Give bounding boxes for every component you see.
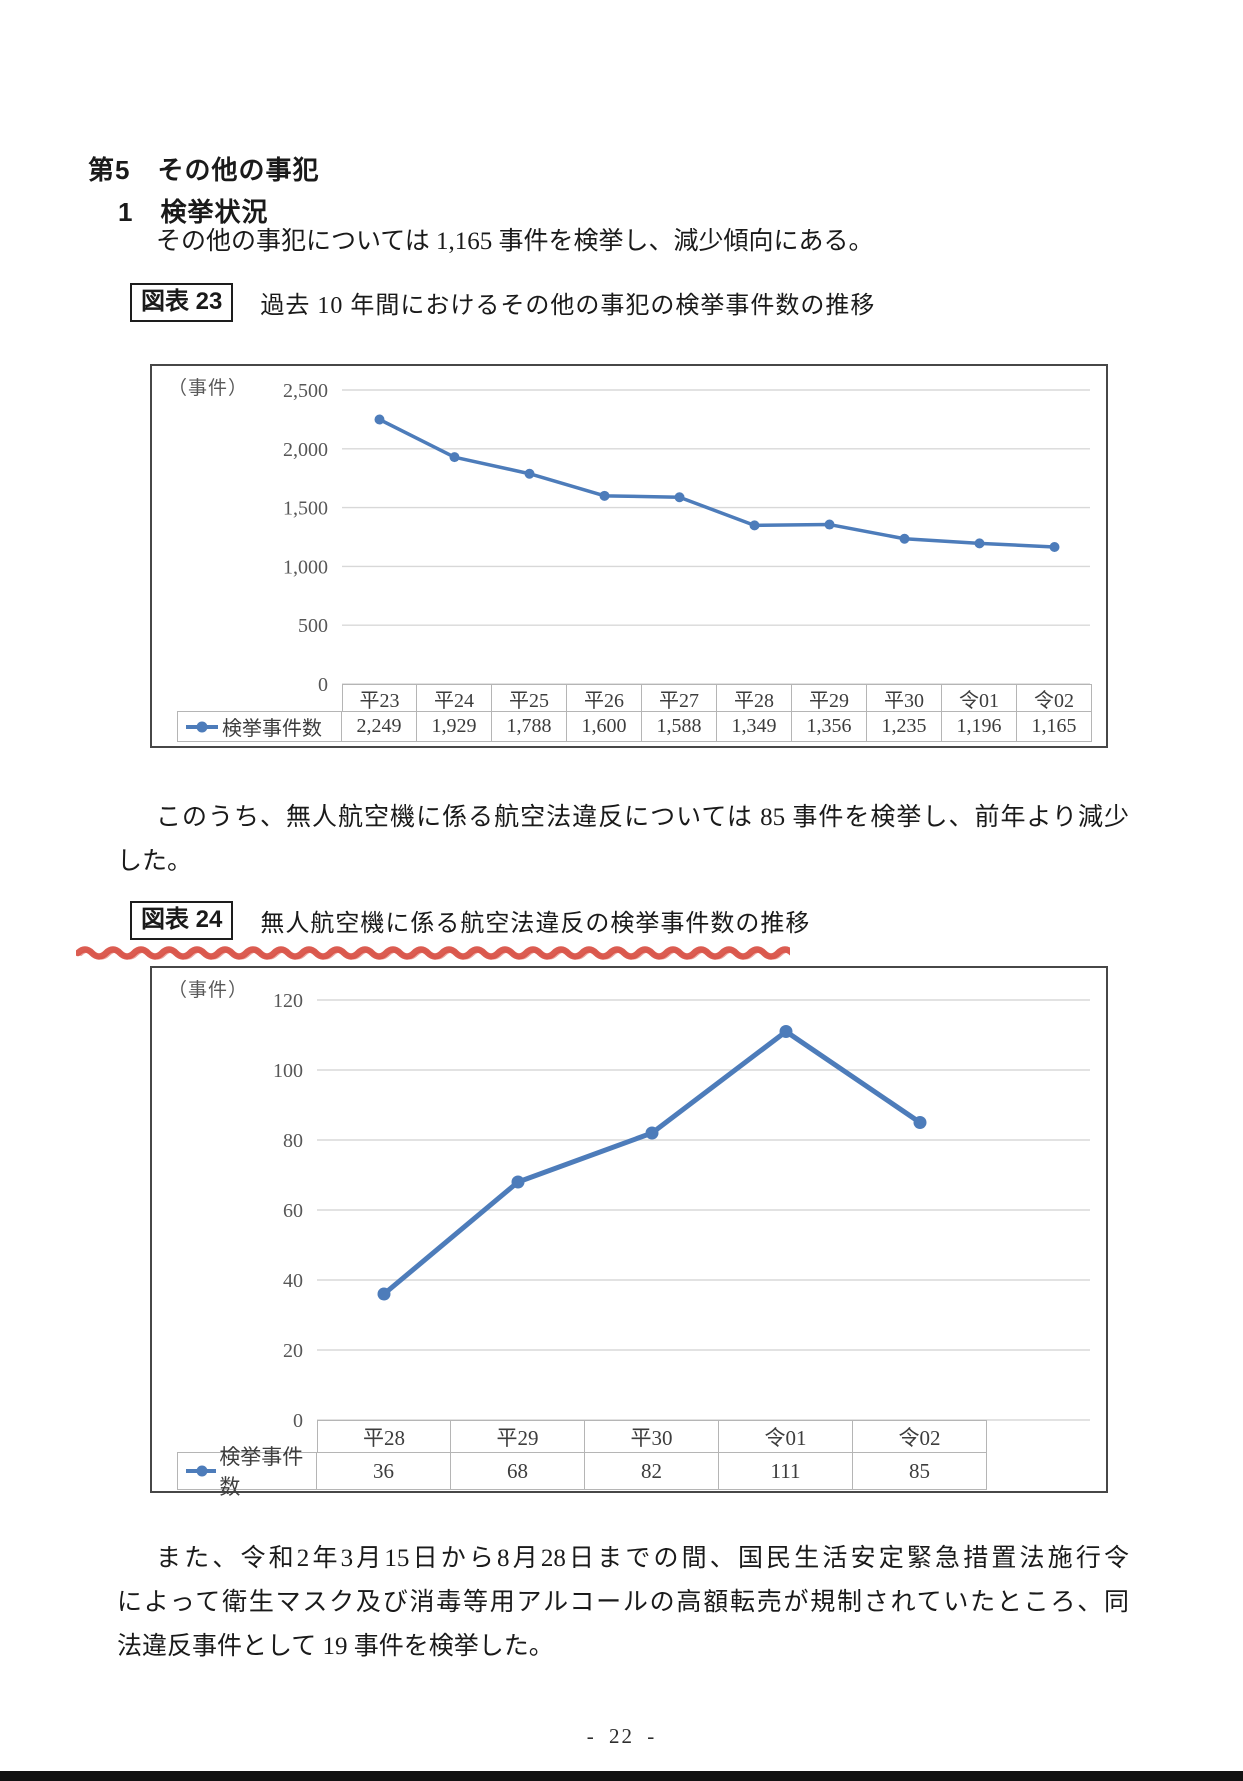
table-value-cell: 1,788 [491, 711, 567, 742]
table-header-cell: 令01 [941, 684, 1017, 712]
section-heading: 第5 その他の事犯 [88, 155, 320, 185]
table-value-cell: 1,196 [941, 711, 1017, 742]
legend-line-marker-icon [186, 721, 218, 732]
table-header-cell: 平29 [450, 1420, 585, 1453]
table-value-cell: 2,249 [341, 711, 417, 742]
table-value-cell: 1,349 [716, 711, 792, 742]
y-tick-label: 500 [298, 615, 328, 637]
paragraph-drone-line2: した。 [117, 848, 193, 875]
figure24-unit-label: （事件） [168, 980, 249, 1001]
figure24-chart: （事件） 0 20 40 60 80 100 120 平28 平29 平30 令01 令02 検挙事件数… [150, 966, 1108, 1499]
table-value-cell: 1,588 [641, 711, 717, 742]
table-header-cell: 平27 [641, 684, 717, 712]
figure23-caption: 図表 23 過去 10 年間におけるその他の事犯の検挙事件数の推移 [130, 283, 875, 322]
chart24-data-table: 平28 平29 平30 令01 令02 検挙事件数 36 68 82 111 85 [152, 1420, 1106, 1499]
data-point [599, 490, 610, 501]
chart23-data-table: 平23 平24 平25 平26 平27 平28 平29 平30 令01 令02 検挙事件数 2,249… [152, 684, 1106, 742]
table-value-cell: 1,235 [866, 711, 942, 742]
legend-line-marker-icon [186, 1465, 217, 1477]
data-point [913, 1116, 927, 1129]
paragraph-mask: また、令和2年3月15日から8月28日までの間、国民生活安定緊急措置法施行令 に… [117, 1537, 1129, 1669]
y-tick-label: 40 [283, 1270, 303, 1292]
data-point [377, 1287, 391, 1301]
y-tick-label: 2,500 [283, 380, 328, 402]
y-tick-label: 1,000 [283, 556, 328, 578]
y-tick-label: 120 [273, 990, 303, 1012]
figure24-label: 図表 24 [130, 901, 234, 940]
data-point [824, 519, 835, 530]
data-line [377, 417, 1057, 549]
table-header-cell: 平28 [716, 684, 792, 712]
data-point [899, 533, 910, 544]
paragraph-drone-line1: このうち、無人航空機に係る航空法違反については 85 事件を検挙し、前年より減少 [156, 804, 1129, 831]
data-point [779, 1025, 793, 1038]
data-point [511, 1175, 525, 1189]
data-point [524, 468, 535, 479]
table-header-cell: 令02 [852, 1420, 987, 1453]
table-value-cell: 1,165 [1016, 711, 1092, 742]
table-value-cell: 36 [316, 1452, 451, 1490]
table-value-cell: 68 [450, 1452, 585, 1490]
red-wavy-underline [76, 944, 790, 960]
table-header-cell: 平26 [566, 684, 642, 712]
figure23-label: 図表 23 [130, 283, 234, 322]
y-tick-label: 80 [283, 1130, 303, 1152]
table-value-cell: 1,600 [566, 711, 642, 742]
legend-cell: 検挙事件数 [177, 711, 342, 742]
red-wave-icon [76, 946, 790, 960]
figure24-title: 無人航空機に係る航空法違反の検挙事件数の推移 [260, 911, 811, 937]
legend-series-name: 検挙事件数 [222, 718, 322, 740]
table-header-cell: 平23 [342, 684, 417, 712]
legend-spacer [152, 1452, 177, 1490]
figure23-title: 過去 10 年間におけるその他の事犯の検挙事件数の推移 [260, 293, 876, 319]
table-header-cell: 平25 [491, 684, 567, 712]
data-line [381, 1029, 923, 1297]
figure23-chart: （事件） 0 500 1,000 1,500 2,000 2,500 平23 平24 平25 平2… [150, 364, 1108, 748]
data-point [645, 1126, 659, 1140]
legend-spacer [152, 711, 177, 742]
paragraph-mask-line3: 法違反事件として 19 事件を検挙した。 [117, 1633, 554, 1660]
page-number: - 22 - [586, 1724, 657, 1748]
table-value-cell: 1,356 [791, 711, 867, 742]
figure23-unit-label: （事件） [168, 378, 249, 399]
legend-series-name: 検挙事件数 [219, 1445, 304, 1499]
table-header-cell: 平28 [317, 1420, 451, 1453]
table-corner-spacer [152, 684, 342, 712]
table-header-cell: 平30 [866, 684, 942, 712]
scan-edge-bar [0, 1771, 1243, 1781]
data-point [1049, 541, 1060, 552]
table-header-cell: 令02 [1016, 684, 1092, 712]
y-tick-label: 2,000 [283, 439, 328, 461]
y-tick-label: 100 [273, 1060, 303, 1082]
table-value-cell: 1,929 [416, 711, 492, 742]
figure24-caption: 図表 24 無人航空機に係る航空法違反の検挙事件数の推移 [130, 901, 810, 940]
data-point [974, 538, 985, 549]
y-tick-label: 60 [283, 1200, 303, 1222]
table-value-cell: 111 [718, 1452, 853, 1490]
y-tick-label: 1,500 [283, 498, 328, 520]
paragraph-overview: その他の事犯については 1,165 事件を検挙し、減少傾向にある。 [156, 228, 874, 255]
table-value-cell: 82 [584, 1452, 719, 1490]
data-point [674, 492, 685, 503]
sub-heading: 1 検挙状況 [118, 197, 269, 227]
paragraph-mask-line2: によって衛生マスク及び消毒等用アルコールの高額転売が規制されていたところ、同 [117, 1589, 1129, 1616]
table-header-cell: 平24 [416, 684, 492, 712]
legend-cell: 検挙事件数 [177, 1445, 317, 1499]
data-point [374, 414, 385, 425]
data-point [749, 520, 760, 531]
paragraph-drone: このうち、無人航空機に係る航空法違反については 85 事件を検挙し、前年より減少… [117, 796, 1129, 884]
table-header-cell: 平30 [584, 1420, 719, 1453]
y-tick-label: 20 [283, 1340, 303, 1362]
data-point [449, 452, 460, 463]
table-header-cell: 平29 [791, 684, 867, 712]
table-header-cell: 令01 [718, 1420, 853, 1453]
paragraph-mask-line1: また、令和2年3月15日から8月28日までの間、国民生活安定緊急措置法施行令 [156, 1545, 1129, 1572]
table-value-cell: 85 [852, 1452, 987, 1490]
